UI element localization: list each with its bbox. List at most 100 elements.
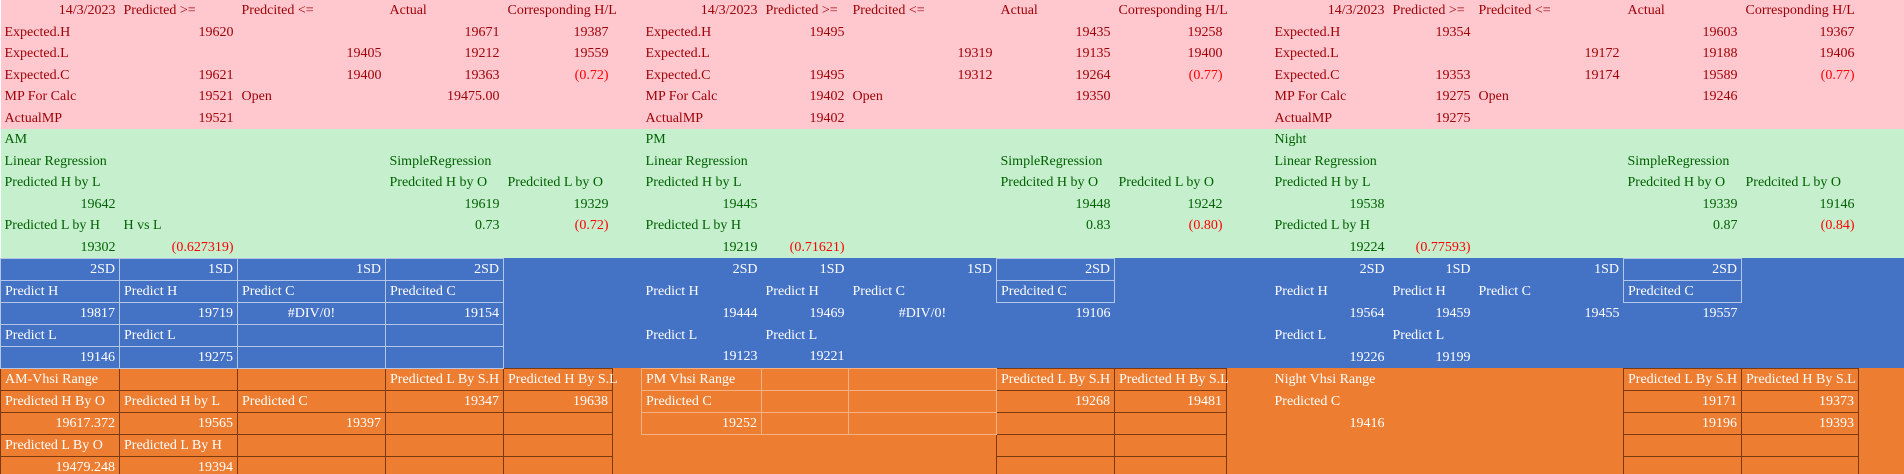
cell bbox=[385, 345, 504, 369]
cell: MP For Calc bbox=[0, 86, 120, 108]
cell: Predict C bbox=[1474, 280, 1624, 302]
cell: 19387 bbox=[503, 21, 613, 43]
cell bbox=[1388, 193, 1475, 215]
cell bbox=[1623, 236, 1742, 258]
cell bbox=[503, 433, 613, 457]
cell bbox=[119, 193, 238, 215]
cell bbox=[1226, 172, 1271, 194]
cell: 19226 bbox=[1270, 346, 1389, 368]
cell: Predict H bbox=[1388, 280, 1475, 302]
cell: 19642 bbox=[0, 193, 120, 215]
cell: Predcited L by O bbox=[503, 172, 613, 194]
cell: 19199 bbox=[1388, 346, 1475, 368]
sheet-row: MP For Calc 19521 Open 19475.00 MP For Calc 1… bbox=[0, 86, 1904, 108]
cell: 19400 bbox=[1114, 43, 1227, 65]
cell bbox=[1741, 302, 1859, 324]
cell: Predicted C bbox=[641, 389, 762, 413]
cell bbox=[1858, 236, 1904, 258]
cell: 19455 bbox=[1474, 302, 1624, 324]
cell: 19123 bbox=[641, 346, 762, 368]
cell bbox=[503, 455, 613, 474]
cell: Predicted L by H bbox=[1270, 215, 1389, 237]
cell bbox=[1114, 433, 1227, 457]
cell bbox=[1623, 324, 1742, 346]
cell bbox=[761, 43, 849, 65]
cell bbox=[1226, 43, 1271, 65]
cell: Predicted H by L bbox=[641, 172, 762, 194]
cell bbox=[1226, 107, 1271, 129]
cell: 19445 bbox=[641, 193, 762, 215]
cell: (0.71621) bbox=[761, 236, 849, 258]
sheet-row: Linear Regression SimpleRegression Linear … bbox=[0, 150, 1904, 172]
cell bbox=[996, 411, 1115, 435]
cell: 19174 bbox=[1474, 64, 1624, 86]
cell bbox=[1741, 150, 1859, 172]
cell bbox=[1388, 43, 1475, 65]
cell bbox=[996, 433, 1115, 457]
cell bbox=[1474, 172, 1624, 194]
cell bbox=[385, 455, 504, 474]
cell: MP For Calc bbox=[641, 86, 762, 108]
cell bbox=[612, 86, 642, 108]
cell bbox=[1474, 21, 1624, 43]
cell: 19617.372 bbox=[0, 411, 120, 435]
cell: 19638 bbox=[503, 389, 613, 413]
cell bbox=[1226, 150, 1271, 172]
cell: Predict H bbox=[761, 280, 849, 302]
cell: 19564 bbox=[1270, 302, 1389, 324]
cell: 19589 bbox=[1623, 64, 1742, 86]
cell bbox=[1114, 346, 1227, 368]
cell: Predicted >= bbox=[761, 0, 849, 22]
cell bbox=[996, 236, 1115, 258]
cell: 2SD bbox=[385, 257, 504, 281]
cell: 19393 bbox=[1741, 411, 1859, 435]
cell: 19538 bbox=[1270, 193, 1389, 215]
cell: 19339 bbox=[1623, 193, 1742, 215]
cell bbox=[385, 433, 504, 457]
cell bbox=[1270, 434, 1389, 456]
cell bbox=[1623, 129, 1742, 151]
cell: H vs L bbox=[119, 215, 238, 237]
cell bbox=[1623, 346, 1742, 368]
cell bbox=[848, 346, 997, 368]
cell: 14/3/2023 bbox=[641, 0, 762, 22]
cell: Expected.H bbox=[641, 21, 762, 43]
cell bbox=[848, 367, 997, 391]
cell bbox=[612, 193, 642, 215]
cell: Predict C bbox=[237, 279, 386, 303]
cell: Actual bbox=[385, 0, 504, 22]
cell bbox=[996, 455, 1115, 474]
cell: Predicted L By H bbox=[119, 433, 238, 457]
cell: 19172 bbox=[1474, 43, 1624, 65]
cell bbox=[237, 345, 386, 369]
cell bbox=[848, 434, 997, 456]
cell bbox=[119, 367, 238, 391]
cell bbox=[1858, 280, 1904, 302]
cell: 19302 bbox=[0, 236, 120, 258]
cell bbox=[119, 43, 238, 65]
cell bbox=[848, 389, 997, 413]
cell bbox=[1623, 433, 1742, 457]
cell: Predicted C bbox=[1270, 390, 1389, 412]
cell bbox=[996, 324, 1115, 346]
cell: 19219 bbox=[641, 236, 762, 258]
cell bbox=[612, 434, 642, 456]
cell bbox=[641, 456, 762, 474]
sheet-row: 19642 19619 19329 19445 19448 19242 19538 19339… bbox=[0, 193, 1904, 215]
cell bbox=[761, 389, 849, 413]
cell: 19469 bbox=[761, 302, 849, 324]
cell bbox=[1474, 236, 1624, 258]
cell bbox=[612, 258, 642, 280]
sheet-row: 19146 19275 19123 19221 19226 19199 bbox=[0, 345, 1904, 369]
cell bbox=[1226, 456, 1271, 474]
cell bbox=[1226, 21, 1271, 43]
cell bbox=[1741, 258, 1859, 280]
cell: 19521 bbox=[119, 86, 238, 108]
sheet-row: Predicted H By O Predicted H by L Predicte… bbox=[0, 389, 1904, 413]
cell: Predict L bbox=[761, 324, 849, 346]
sheet-row: 2SD 1SD 1SD 2SD 2SD 1SD 1SD 2SD 2SD 1SD 1SD 2SD bbox=[0, 257, 1904, 281]
cell: Predcited C bbox=[1623, 279, 1742, 303]
cell: ActualMP bbox=[0, 107, 120, 129]
cell: 19448 bbox=[996, 193, 1115, 215]
cell: Linear Regression bbox=[641, 150, 762, 172]
